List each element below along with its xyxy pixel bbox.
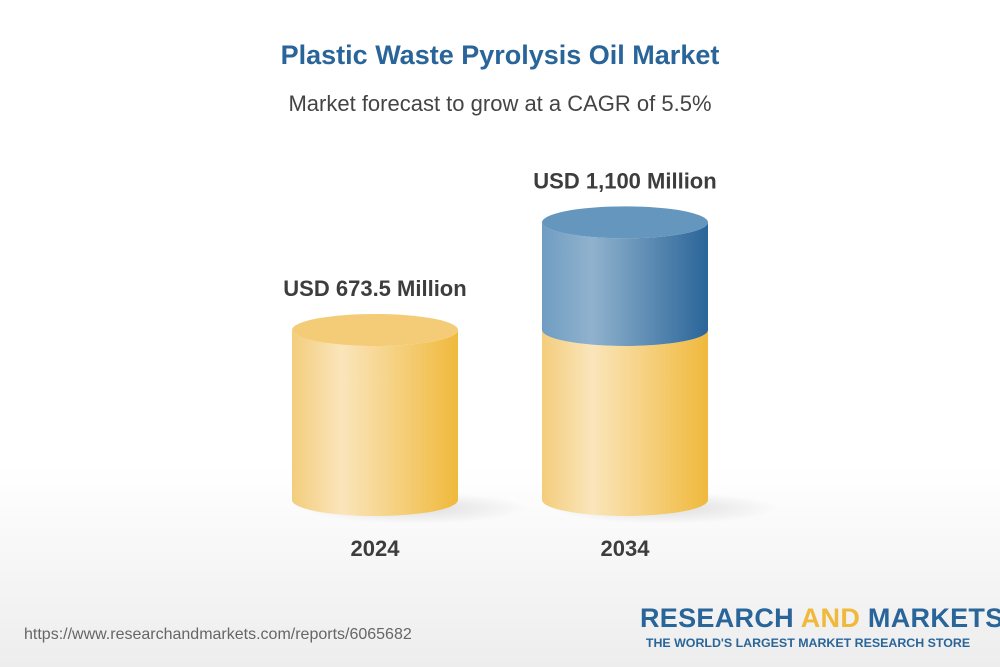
research-and-markets-logo: RESEARCH AND MARKETS THE WORLD'S LARGEST… (640, 603, 1000, 650)
data-label: USD 673.5 Million (283, 276, 466, 301)
logo-tagline: THE WORLD'S LARGEST MARKET RESEARCH STOR… (645, 636, 971, 650)
chart-subtitle: Market forecast to grow at a CAGR of 5.5… (288, 91, 712, 116)
category-label: 2034 (601, 536, 651, 561)
cylinder-top-2024 (292, 314, 458, 346)
data-label: USD 1,100 Million (533, 168, 716, 193)
chart-title: Plastic Waste Pyrolysis Oil Market (280, 40, 720, 70)
cylinder-growth-segment-2034 (542, 222, 708, 346)
cylinder-base-segment-2034 (542, 330, 708, 516)
category-label: 2024 (351, 536, 401, 561)
cylinder-top-2034 (542, 206, 708, 239)
source-url[interactable]: https://www.researchandmarkets.com/repor… (24, 626, 412, 643)
cylinder-body-2024 (292, 330, 458, 516)
